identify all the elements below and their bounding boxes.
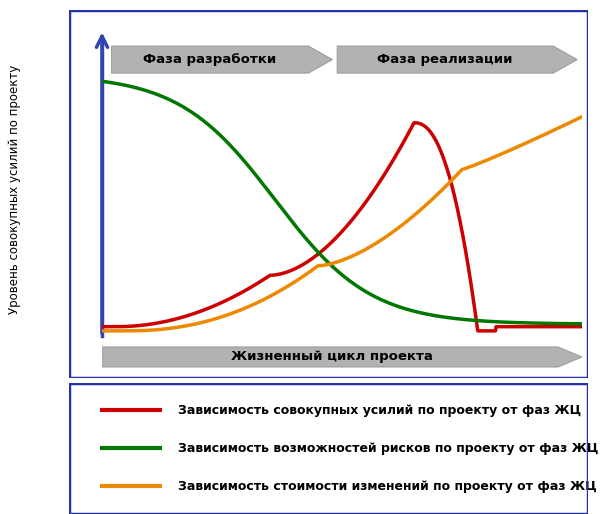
Text: Зависимость стоимости изменений по проекту от фаз ЖЦ: Зависимость стоимости изменений по проек… [178, 480, 596, 493]
Text: Фаза разработки: Фаза разработки [143, 53, 277, 66]
Text: Уровень совокупных усилий по проекту: Уровень совокупных усилий по проекту [8, 64, 22, 314]
Polygon shape [337, 46, 577, 73]
Polygon shape [112, 46, 332, 73]
Text: Фаза реализации: Фаза реализации [377, 53, 513, 66]
Text: Зависимость возможностей рисков по проекту от фаз ЖЦ: Зависимость возможностей рисков по проек… [178, 442, 598, 455]
Text: Зависимость совокупных усилий по проекту от фаз ЖЦ: Зависимость совокупных усилий по проекту… [178, 404, 581, 417]
Polygon shape [102, 347, 582, 367]
Text: Жизненный цикл проекта: Жизненный цикл проекта [232, 351, 433, 363]
